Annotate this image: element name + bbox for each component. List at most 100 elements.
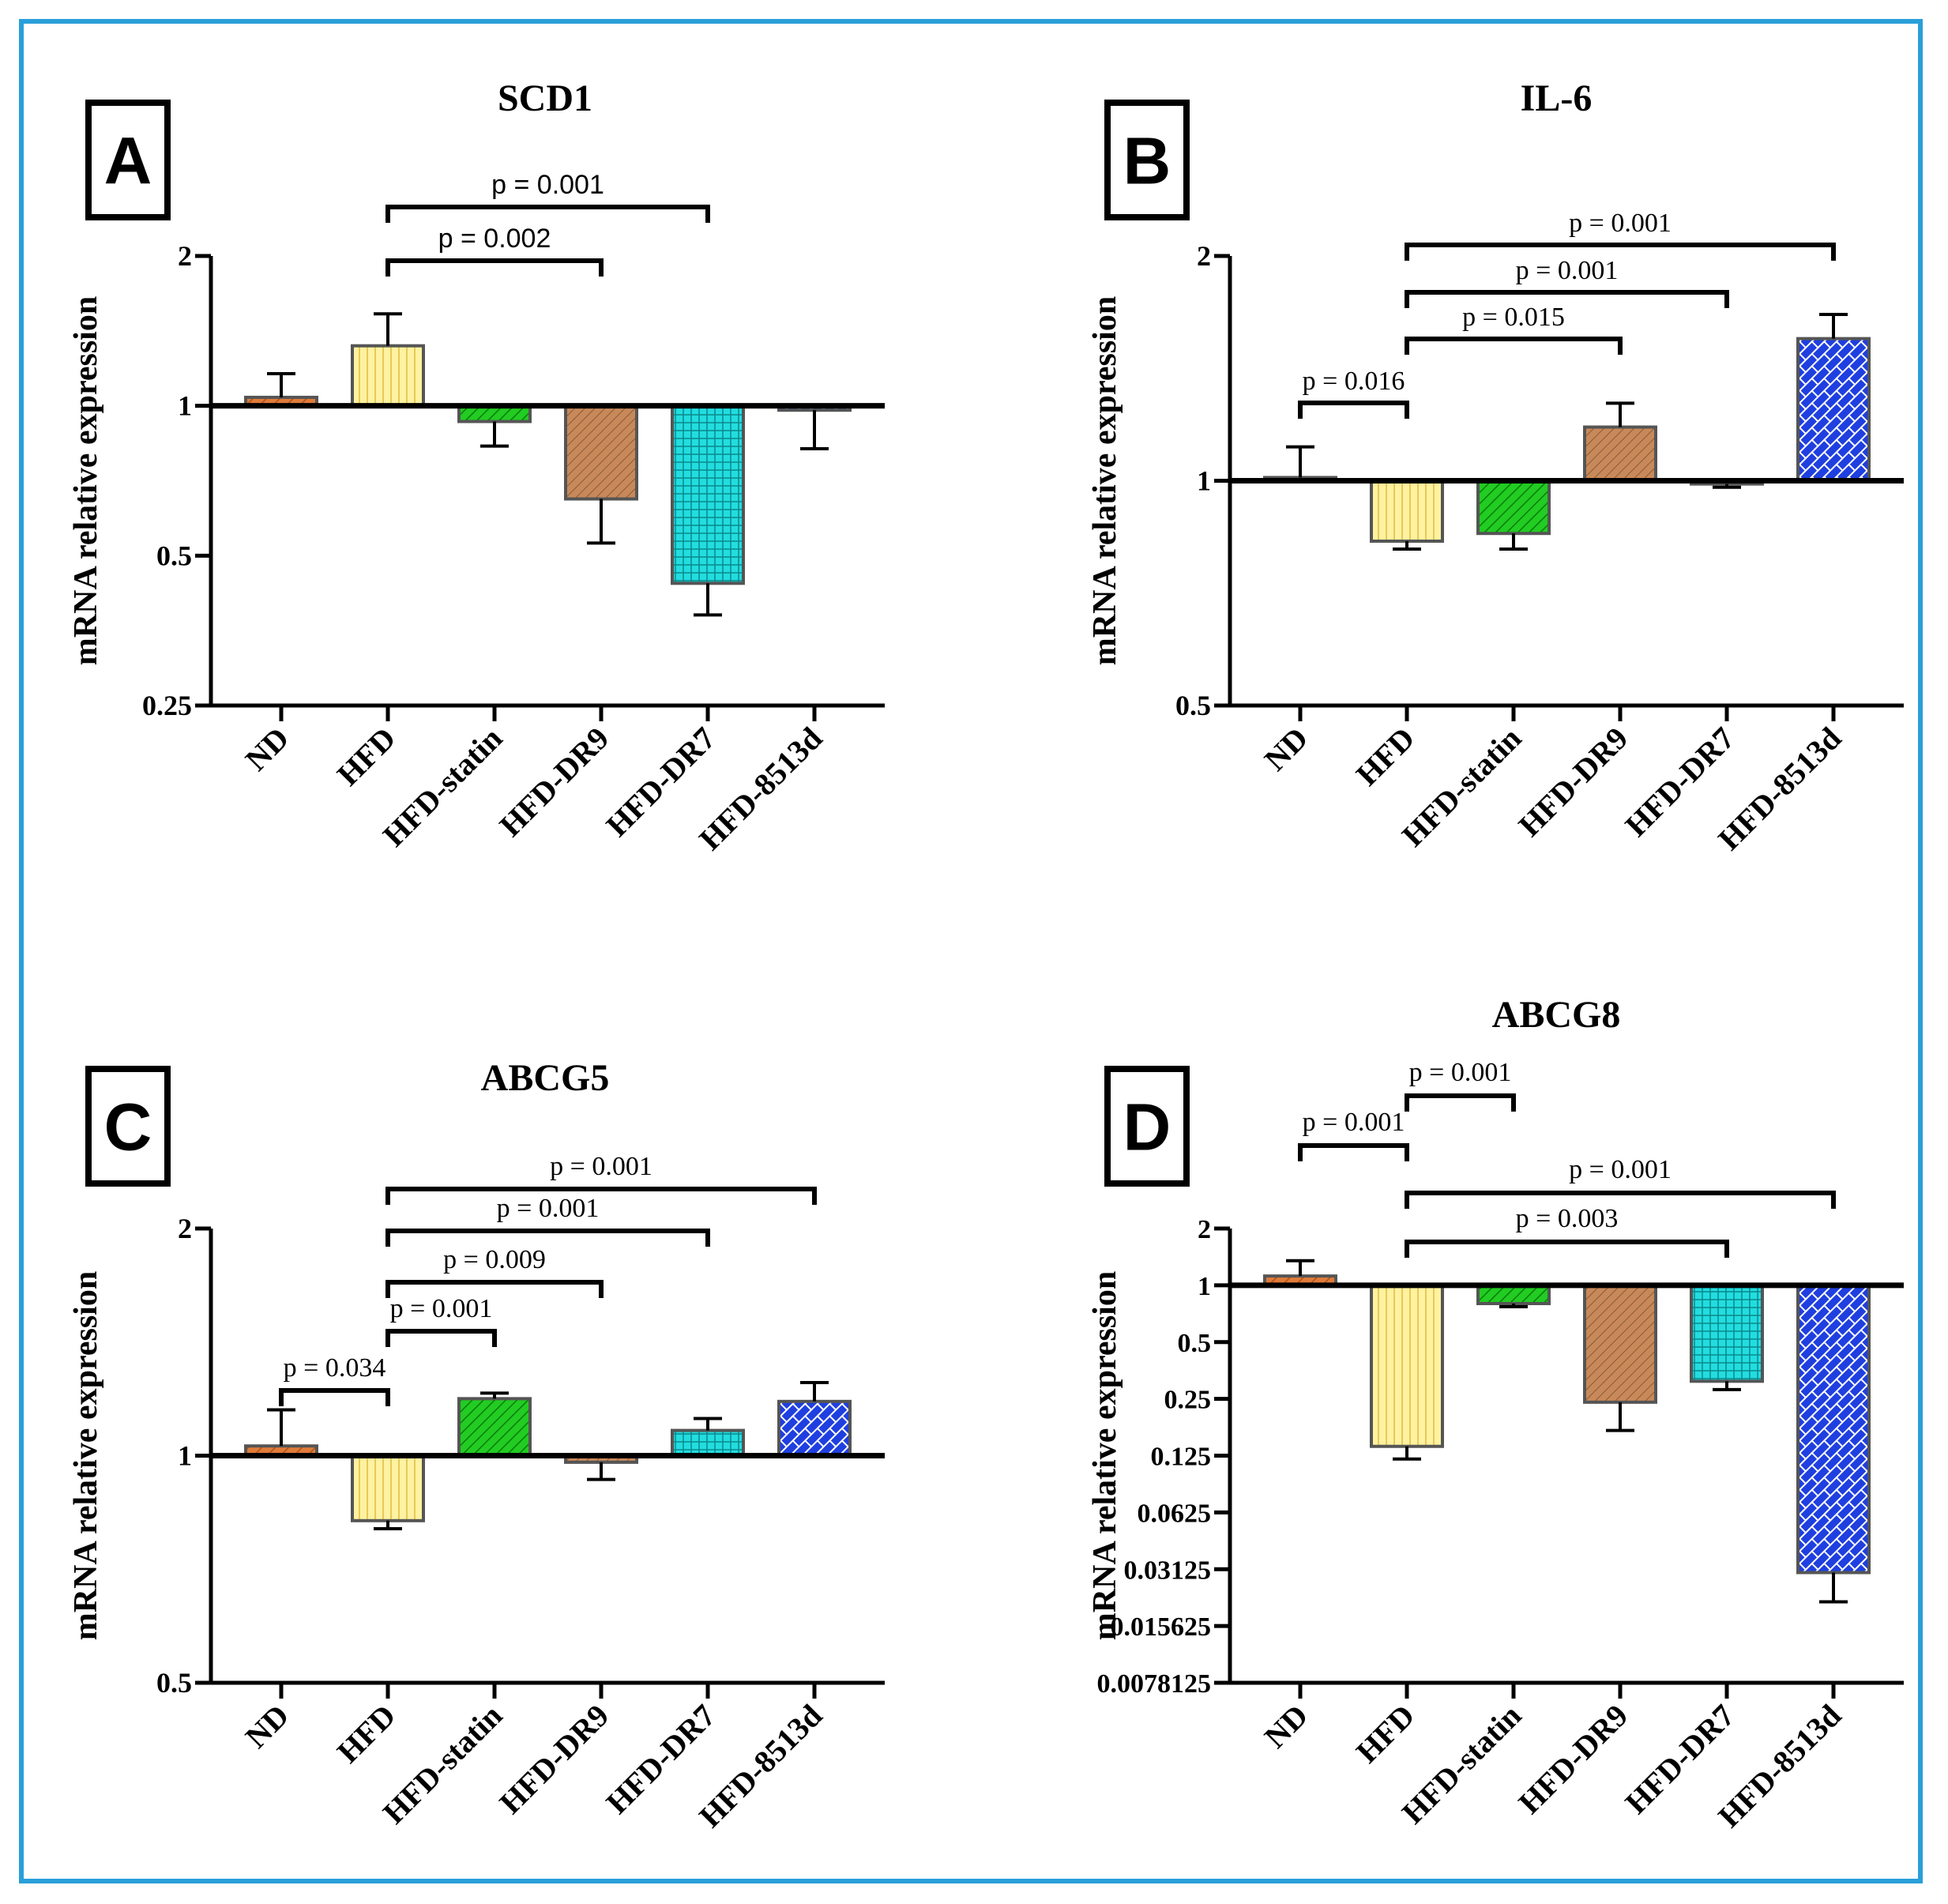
y-tick-label: 2 <box>178 1213 192 1244</box>
significance-bracket: p = 0.002 <box>385 224 604 277</box>
p-value-label: p = 0.016 <box>1303 367 1405 396</box>
panel-a: A SCD1 mRNA relative expression 0.25 0.5 1 2 ND… <box>68 77 885 857</box>
p-value-label: p = 0.001 <box>550 1152 652 1181</box>
panel-letter: A <box>104 124 152 198</box>
y-tick-label: 2 <box>178 240 192 272</box>
x-tick-label-hfd: HFD <box>1349 1698 1422 1770</box>
x-tick-label-hfd-dr9: HFD-DR9 <box>1511 1698 1634 1821</box>
p-value-label: p = 0.001 <box>1569 209 1672 238</box>
figure-canvas: A SCD1 mRNA relative expression 0.25 0.5 1 2 ND… <box>68 77 1904 1834</box>
significance-bracket: p = 0.001 <box>1298 1108 1409 1161</box>
bar-hfd-dr7 <box>1690 1283 1764 1383</box>
y-tick-label: 0.0078125 <box>1097 1669 1212 1699</box>
significance-bracket: p = 0.003 <box>1405 1204 1729 1258</box>
bar-hfd <box>1370 1283 1444 1448</box>
panel-c: C ABCG5 mRNA relative expression 0.5 1 2 ND HFD… <box>68 1057 885 1834</box>
y-axis-label: mRNA relative expression <box>1087 1271 1123 1640</box>
significance-bracket: p = 0.001 <box>1405 1155 1836 1209</box>
x-tick-label-hfd: HFD <box>330 721 403 793</box>
significance-bracket: p = 0.001 <box>1405 256 1729 308</box>
significance-bracket: p = 0.009 <box>385 1245 604 1298</box>
chart-title: ABCG5 <box>481 1057 610 1099</box>
p-value-label: p = 0.001 <box>1569 1155 1672 1184</box>
x-tick-label-nd: ND <box>239 721 296 778</box>
bar-hfd-dr7 <box>671 1428 745 1458</box>
figure-frame: A SCD1 mRNA relative expression 0.25 0.5 1 2 ND… <box>19 19 1923 1883</box>
bar-hfd-dr9 <box>1583 425 1657 483</box>
x-tick-label-hfd-dr9: HFD-DR9 <box>492 721 615 844</box>
significance-bracket: p = 0.001 <box>1405 209 1836 261</box>
p-value-label: p = 0.015 <box>1462 303 1565 332</box>
bracket-line <box>385 205 710 223</box>
bar-hfd-statin <box>457 1397 532 1458</box>
bar-hfd <box>351 344 425 408</box>
chart-title: SCD1 <box>498 77 592 119</box>
bracket-line <box>1405 290 1729 308</box>
x-tick-label-hfd: HFD <box>1349 721 1422 793</box>
chart-title: IL-6 <box>1521 77 1593 119</box>
y-tick-label: 1 <box>178 390 192 422</box>
bar-hfd-8513d <box>777 1399 852 1458</box>
y-tick-label: 1 <box>1198 1272 1211 1301</box>
y-tick-label: 1 <box>178 1440 192 1472</box>
panel-letter: B <box>1123 124 1171 198</box>
y-tick-label: 0.125 <box>1151 1443 1212 1472</box>
x-tick-label-hfd-dr9: HFD-DR9 <box>492 1698 615 1821</box>
bracket-line <box>1405 243 1836 261</box>
y-tick-label: 0.5 <box>1178 1329 1212 1358</box>
bar-hfd-8513d <box>1796 1283 1871 1575</box>
y-tick-label: 1 <box>1197 465 1211 497</box>
bar-hfd <box>1370 479 1444 543</box>
p-value-label: p = 0.009 <box>443 1245 546 1274</box>
significance-bracket: p = 0.001 <box>385 170 710 223</box>
bar-hfd-dr9 <box>564 404 638 501</box>
bracket-line <box>385 1229 710 1247</box>
bracket-line <box>385 1329 497 1347</box>
bracket-line <box>1298 401 1409 419</box>
p-value-label: p = 0.001 <box>390 1294 493 1323</box>
bar-hfd-8513d <box>1796 337 1871 483</box>
bar-hfd <box>351 1454 425 1522</box>
significance-bracket: p = 0.034 <box>279 1353 390 1406</box>
y-tick-label: 0.25 <box>1164 1386 1212 1415</box>
y-axis-label: mRNA relative expression <box>1087 296 1123 665</box>
bracket-line <box>279 1388 390 1406</box>
bracket-line <box>1405 337 1623 355</box>
x-tick-label-hfd-dr9: HFD-DR9 <box>1511 721 1634 844</box>
p-value-label: p = 0.001 <box>491 170 604 200</box>
panel-d: D ABCG8 mRNA relative expression 0.0078125 0… <box>1087 994 1904 1834</box>
panel-letter-box <box>85 100 171 220</box>
significance-bracket: p = 0.001 <box>385 1294 497 1347</box>
p-value-label: p = 0.001 <box>1409 1058 1512 1087</box>
significance-bracket: p = 0.001 <box>1405 1058 1516 1112</box>
p-value-label: p = 0.002 <box>438 224 551 254</box>
bracket-line <box>385 1187 817 1205</box>
panel-letter: C <box>104 1090 152 1165</box>
panel-letter: D <box>1123 1090 1171 1165</box>
chart-title: ABCG8 <box>1492 994 1621 1036</box>
p-value-label: p = 0.001 <box>497 1194 600 1223</box>
bracket-line <box>385 1280 604 1298</box>
y-tick-label: 2 <box>1197 240 1211 272</box>
y-tick-label: 0.5 <box>156 1667 192 1699</box>
panel-letter-box <box>1104 100 1190 220</box>
bar-hfd-dr7 <box>671 404 745 585</box>
panel-letter-box <box>1104 1066 1190 1187</box>
p-value-label: p = 0.001 <box>1516 256 1619 285</box>
y-tick-label: 2 <box>1198 1215 1211 1244</box>
bracket-line <box>1405 1191 1836 1209</box>
x-tick-label-nd: ND <box>1258 1698 1315 1755</box>
significance-bracket: p = 0.001 <box>385 1152 817 1205</box>
y-axis-label: mRNA relative expression <box>68 1271 104 1640</box>
significance-bracket: p = 0.001 <box>385 1194 710 1247</box>
x-tick-label-nd: ND <box>1258 721 1315 778</box>
x-tick-label-hfd: HFD <box>330 1698 403 1770</box>
significance-bracket: p = 0.016 <box>1298 367 1409 419</box>
p-value-label: p = 0.003 <box>1516 1204 1619 1233</box>
bracket-line <box>1405 1240 1729 1258</box>
bar-hfd-dr9 <box>1583 1283 1657 1404</box>
y-tick-label: 0.5 <box>1175 690 1211 721</box>
panel-letter-box <box>85 1066 171 1187</box>
y-tick-label: 0.03125 <box>1124 1556 1212 1585</box>
y-axis-label: mRNA relative expression <box>68 296 104 665</box>
